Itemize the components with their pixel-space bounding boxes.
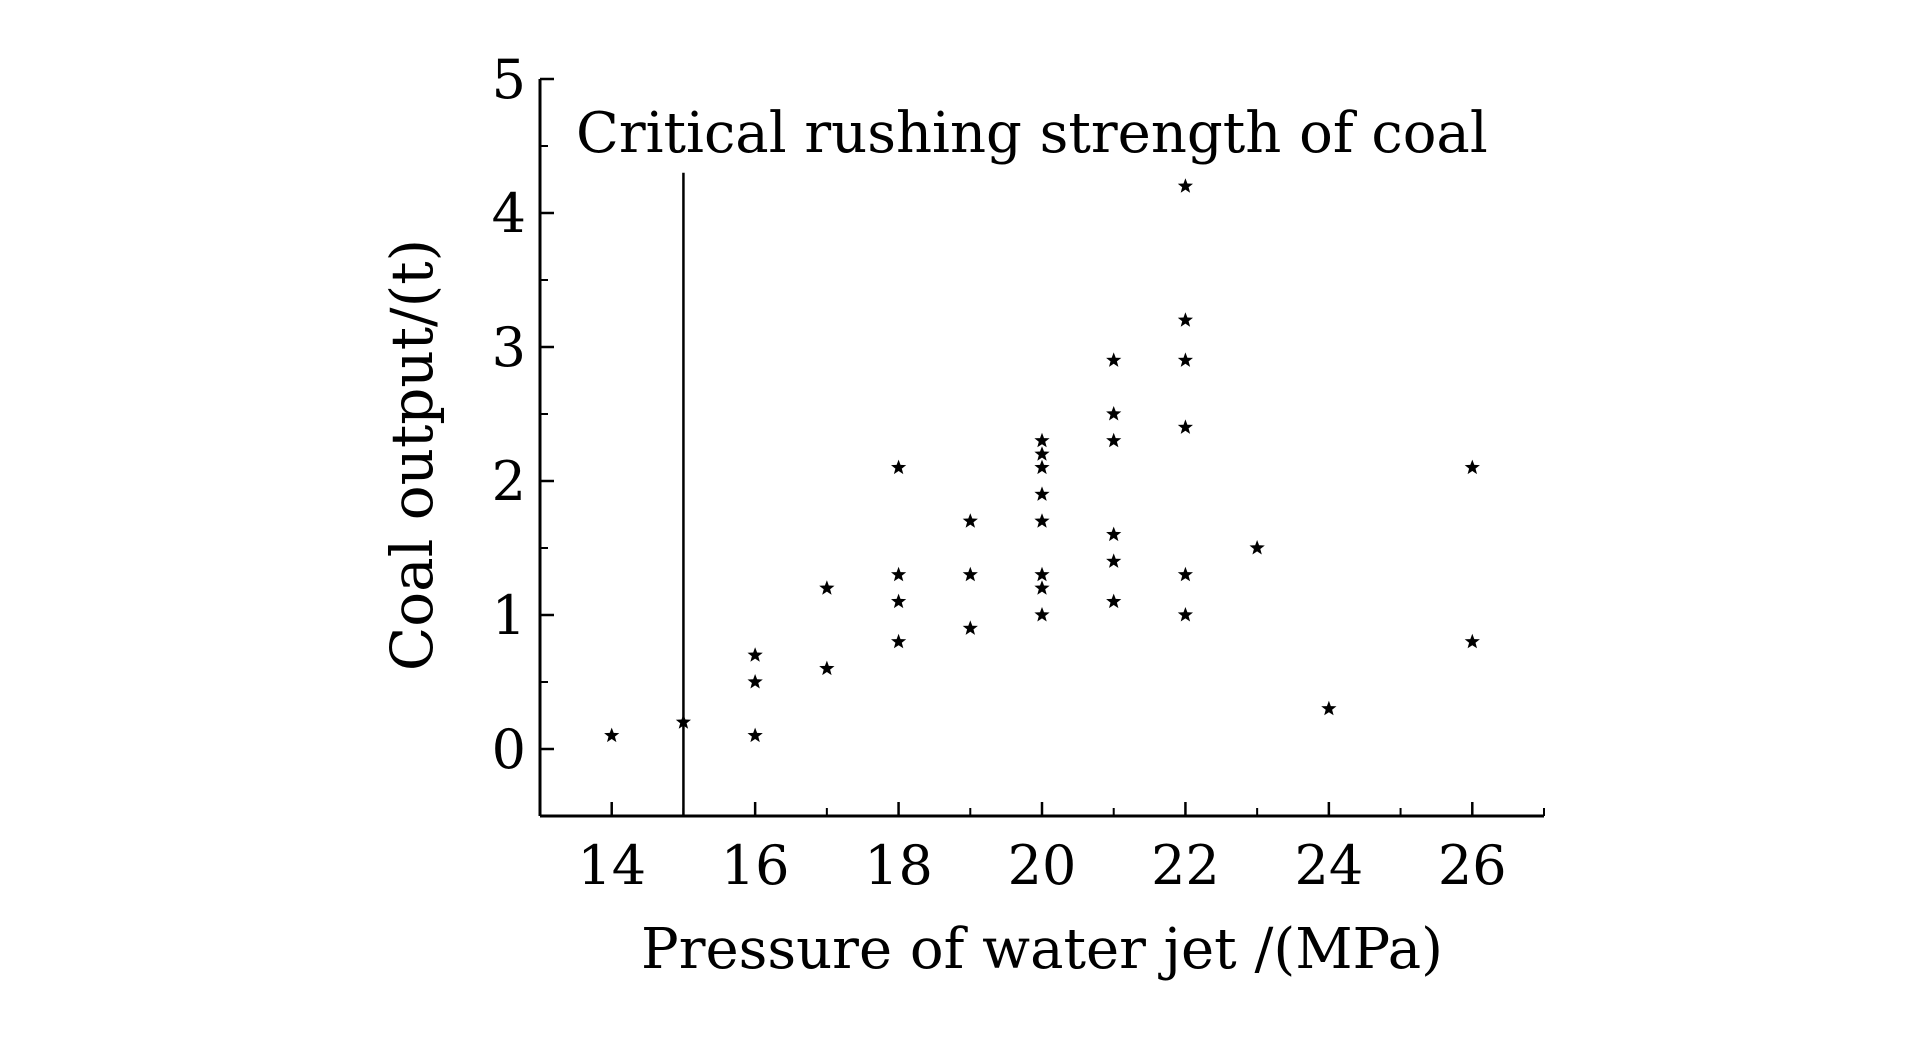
- data-point-star: [1106, 593, 1122, 609]
- data-point-star: [819, 660, 835, 676]
- data-point-star: [1106, 406, 1122, 421]
- data-point-star: [1106, 553, 1122, 568]
- data-point-star: [1249, 540, 1265, 555]
- y-axis-label: Coal output/(t): [378, 239, 446, 671]
- data-point-star: [1177, 178, 1193, 193]
- data-point-star: [1034, 446, 1050, 461]
- data-point-star: [819, 580, 835, 595]
- data-point-star: [1177, 566, 1193, 582]
- data-point-star: [747, 727, 763, 743]
- data-point-star: [1177, 419, 1193, 434]
- data-point-star: [1034, 459, 1050, 475]
- data-point-star: [1034, 580, 1050, 595]
- annotation-label: Critical rushing strength of coal: [576, 101, 1488, 166]
- ticks: 14 16 18 20 22 24 26 0 1 2 3 4 5: [492, 48, 1545, 897]
- x-tick-label: 26: [1438, 834, 1507, 897]
- x-tick-label: 24: [1294, 834, 1363, 897]
- y-tick-label: 3: [492, 316, 526, 379]
- data-point-star: [1106, 352, 1122, 367]
- x-tick-label: 16: [721, 834, 790, 897]
- data-point-star: [962, 566, 978, 582]
- data-point-star: [1106, 526, 1122, 542]
- data-point-star: [1464, 459, 1480, 475]
- data-point-star: [1464, 633, 1480, 649]
- x-axis-label: Pressure of water jet /(MPa): [641, 917, 1443, 982]
- data-point-star: [604, 727, 620, 743]
- y-tick-label: 4: [492, 182, 526, 245]
- y-tick-label: 2: [492, 450, 526, 513]
- data-points: [604, 178, 1480, 743]
- data-point-star: [1321, 700, 1337, 716]
- data-point-star: [1177, 607, 1193, 622]
- x-tick-label: 22: [1151, 834, 1220, 897]
- y-tick-label: 5: [492, 48, 526, 111]
- data-point-star: [891, 633, 907, 649]
- data-point-star: [962, 513, 978, 528]
- data-point-star: [1034, 486, 1050, 501]
- data-point-star: [747, 674, 763, 689]
- x-tick-label: 18: [864, 834, 933, 897]
- data-point-star: [1034, 432, 1050, 448]
- data-point-star: [891, 459, 907, 475]
- data-point-star: [1177, 312, 1193, 327]
- data-point-star: [747, 647, 763, 662]
- data-point-star: [675, 714, 691, 729]
- x-tick-label: 20: [1008, 834, 1077, 897]
- data-point-star: [891, 566, 907, 582]
- y-tick-label: 0: [492, 718, 526, 781]
- y-tick-label: 1: [492, 584, 526, 647]
- data-point-star: [1034, 566, 1050, 582]
- x-tick-label: 14: [577, 834, 646, 897]
- data-point-star: [891, 593, 907, 609]
- data-point-star: [1177, 352, 1193, 367]
- data-point-star: [1106, 432, 1122, 448]
- data-point-star: [1034, 607, 1050, 622]
- data-point-star: [962, 620, 978, 635]
- data-point-star: [1034, 513, 1050, 528]
